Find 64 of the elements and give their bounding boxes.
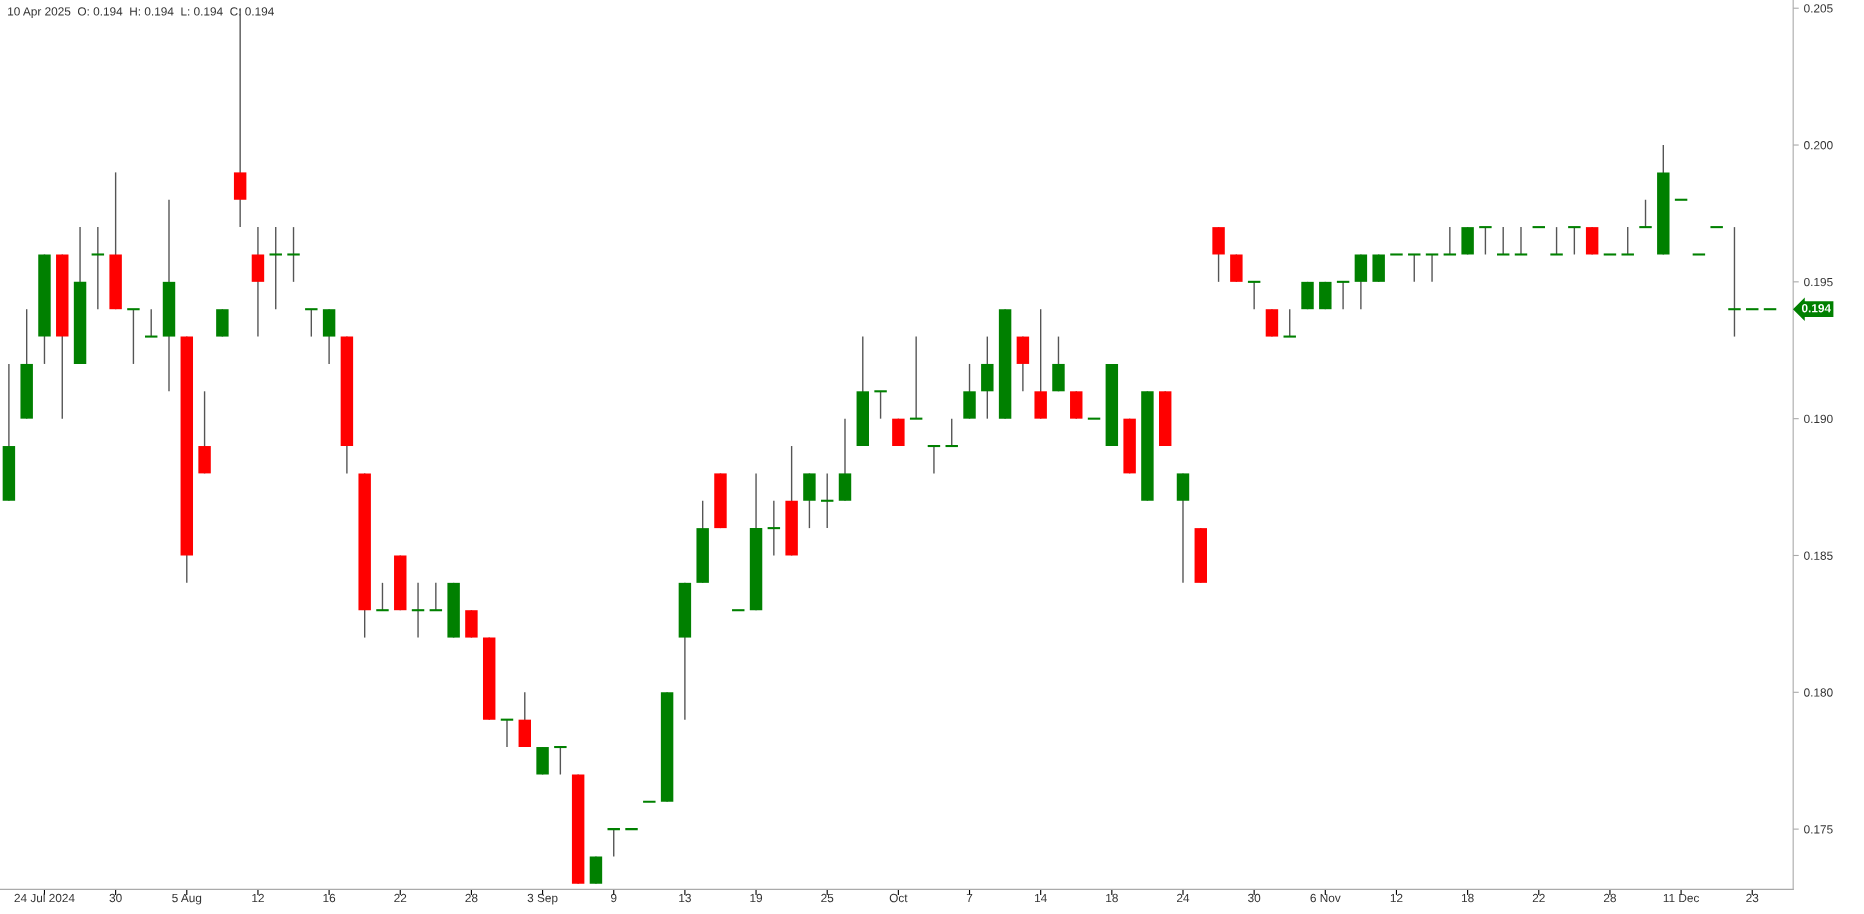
x-tick-label: 18	[1106, 893, 1118, 903]
x-tick-label: 5 Aug	[172, 893, 202, 905]
candlestick	[1549, 226, 1564, 256]
x-tick-label: 7	[966, 893, 973, 903]
candlestick	[410, 582, 426, 639]
candlestick	[286, 226, 301, 283]
x-tick-label: 12	[1390, 893, 1403, 903]
y-tick-label: 0.180	[1804, 688, 1833, 697]
candlestick	[1335, 280, 1351, 310]
candlestick	[908, 335, 924, 420]
candlestick	[819, 472, 835, 529]
text: 0.194	[1801, 304, 1831, 313]
candlestick	[126, 308, 141, 365]
candlestick	[553, 745, 568, 776]
candlestick	[1424, 253, 1440, 283]
candlestick	[268, 226, 283, 310]
x-tick-label: 23	[1746, 893, 1759, 903]
x-tick-label: 19	[750, 893, 763, 903]
candlestick	[375, 582, 390, 612]
y-tick-label: 0.185	[1804, 551, 1833, 560]
x-tick-label: 30	[109, 893, 122, 903]
x-tick-label: 14	[1035, 893, 1047, 903]
candlestick	[1478, 226, 1493, 256]
x-tick-label: Oct	[889, 893, 908, 903]
x-tick-label: 16	[323, 893, 336, 903]
x-tick-label: 25	[821, 893, 834, 903]
x-tick-label: 12	[252, 893, 264, 903]
candlestick	[1406, 253, 1422, 283]
candlestick	[1246, 280, 1262, 310]
x-tick-label: 22	[394, 893, 407, 903]
candlestick	[428, 582, 444, 612]
candlestick	[1620, 226, 1635, 256]
candlestick	[766, 500, 782, 557]
x-tick-label: 11 Dec	[1663, 893, 1700, 903]
candlestick	[606, 828, 621, 858]
x-tick-label: 6 Nov	[1310, 893, 1341, 903]
candlestick	[1638, 199, 1653, 229]
candlestick	[1495, 226, 1511, 256]
candlestick	[926, 444, 942, 475]
y-tick-label: 0.205	[1804, 4, 1833, 13]
candlestick	[1442, 226, 1458, 256]
x-tick-label: 28	[465, 893, 478, 903]
x-tick-label: 3 Sep	[527, 893, 558, 905]
y-tick-label: 0.200	[1804, 141, 1833, 150]
y-tick-label: 0.190	[1804, 414, 1833, 424]
x-tick-label: 22	[1532, 893, 1545, 903]
candlestick	[1282, 308, 1297, 338]
candlestick	[1513, 226, 1529, 256]
x-tick-label: 28	[1603, 893, 1616, 903]
x-tick-label: 18	[1461, 893, 1474, 903]
x-tick-label: 24 Jul 2024	[14, 893, 75, 903]
candlestick	[873, 390, 888, 420]
candlestick	[1727, 226, 1742, 338]
x-tick-label: 13	[679, 893, 691, 903]
candlestick	[944, 417, 959, 448]
x-tick-label: 24	[1177, 893, 1190, 903]
candlestick	[499, 718, 515, 748]
x-tick-label: 30	[1248, 893, 1261, 903]
y-tick-label: 0.175	[1804, 825, 1833, 834]
candlestick	[304, 308, 319, 338]
candlestick	[90, 226, 106, 310]
candlestick	[143, 308, 159, 338]
y-tick-label: 0.195	[1804, 277, 1833, 287]
candlestick	[1567, 226, 1582, 256]
